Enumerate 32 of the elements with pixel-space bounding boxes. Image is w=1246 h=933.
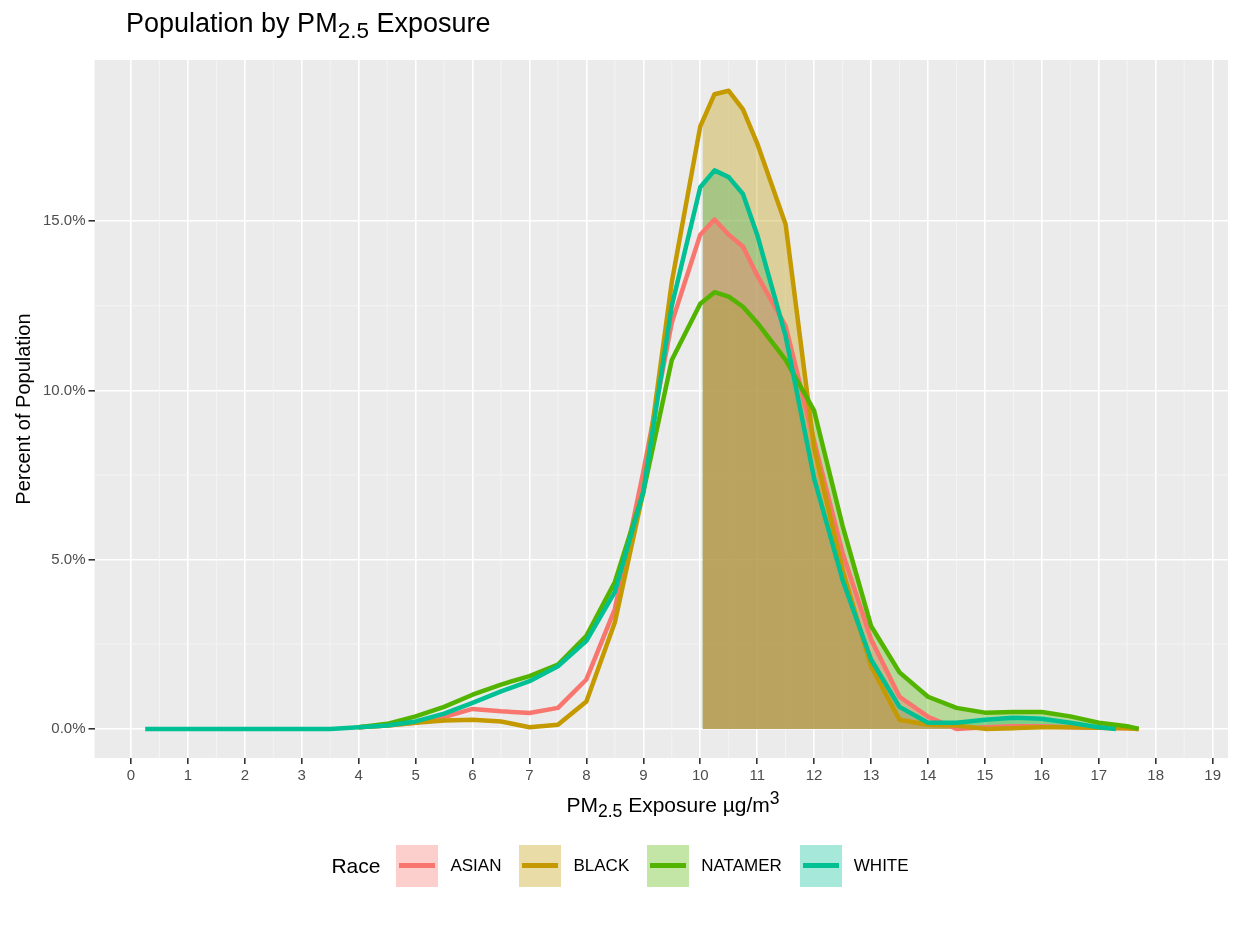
- x-tick-label: 10: [691, 766, 709, 784]
- x-tick-label: 9: [639, 766, 648, 784]
- x-tick-label: 17: [1090, 766, 1108, 784]
- x-tick-label: 5: [411, 766, 420, 784]
- x-tick-label: 8: [582, 766, 591, 784]
- legend-label: ASIAN: [450, 855, 502, 876]
- legend-label: NATAMER: [701, 855, 782, 876]
- legend-label: WHITE: [853, 855, 909, 876]
- x-tick-label: 16: [1033, 766, 1051, 784]
- y-axis-title: Percent of Population: [11, 313, 34, 506]
- chart-title: Population by PM$_{2.5}$ Exposure: [126, 8, 492, 45]
- y-tick-label: 0.0%: [51, 719, 86, 737]
- y-tick-label: 15.0%: [42, 211, 86, 229]
- x-axis-title: PM$_{2.5}$ Exposure µg/m$^{3}$: [565, 788, 781, 823]
- x-tick-label: 12: [805, 766, 823, 784]
- x-tick-label: 13: [862, 766, 880, 784]
- x-tick-label: 3: [297, 766, 306, 784]
- x-tick-label: 14: [919, 766, 937, 784]
- x-tick-label: 6: [468, 766, 477, 784]
- y-tick-label: 5.0%: [51, 550, 86, 568]
- x-tick-label: 1: [183, 766, 193, 784]
- x-tick-label: 15: [976, 766, 994, 784]
- x-tick-label: 7: [525, 766, 534, 784]
- x-tick-label: 2: [240, 766, 249, 784]
- x-tick-label: 18: [1147, 766, 1165, 784]
- legend-label: BLACK: [573, 855, 630, 876]
- x-tick-label: 11: [749, 766, 765, 784]
- x-tick-label: 4: [354, 766, 363, 784]
- x-tick-label: 0: [126, 766, 136, 784]
- y-tick-label: 10.0%: [42, 380, 86, 398]
- x-tick-label: 19: [1204, 766, 1221, 784]
- legend-title: Race: [331, 853, 381, 878]
